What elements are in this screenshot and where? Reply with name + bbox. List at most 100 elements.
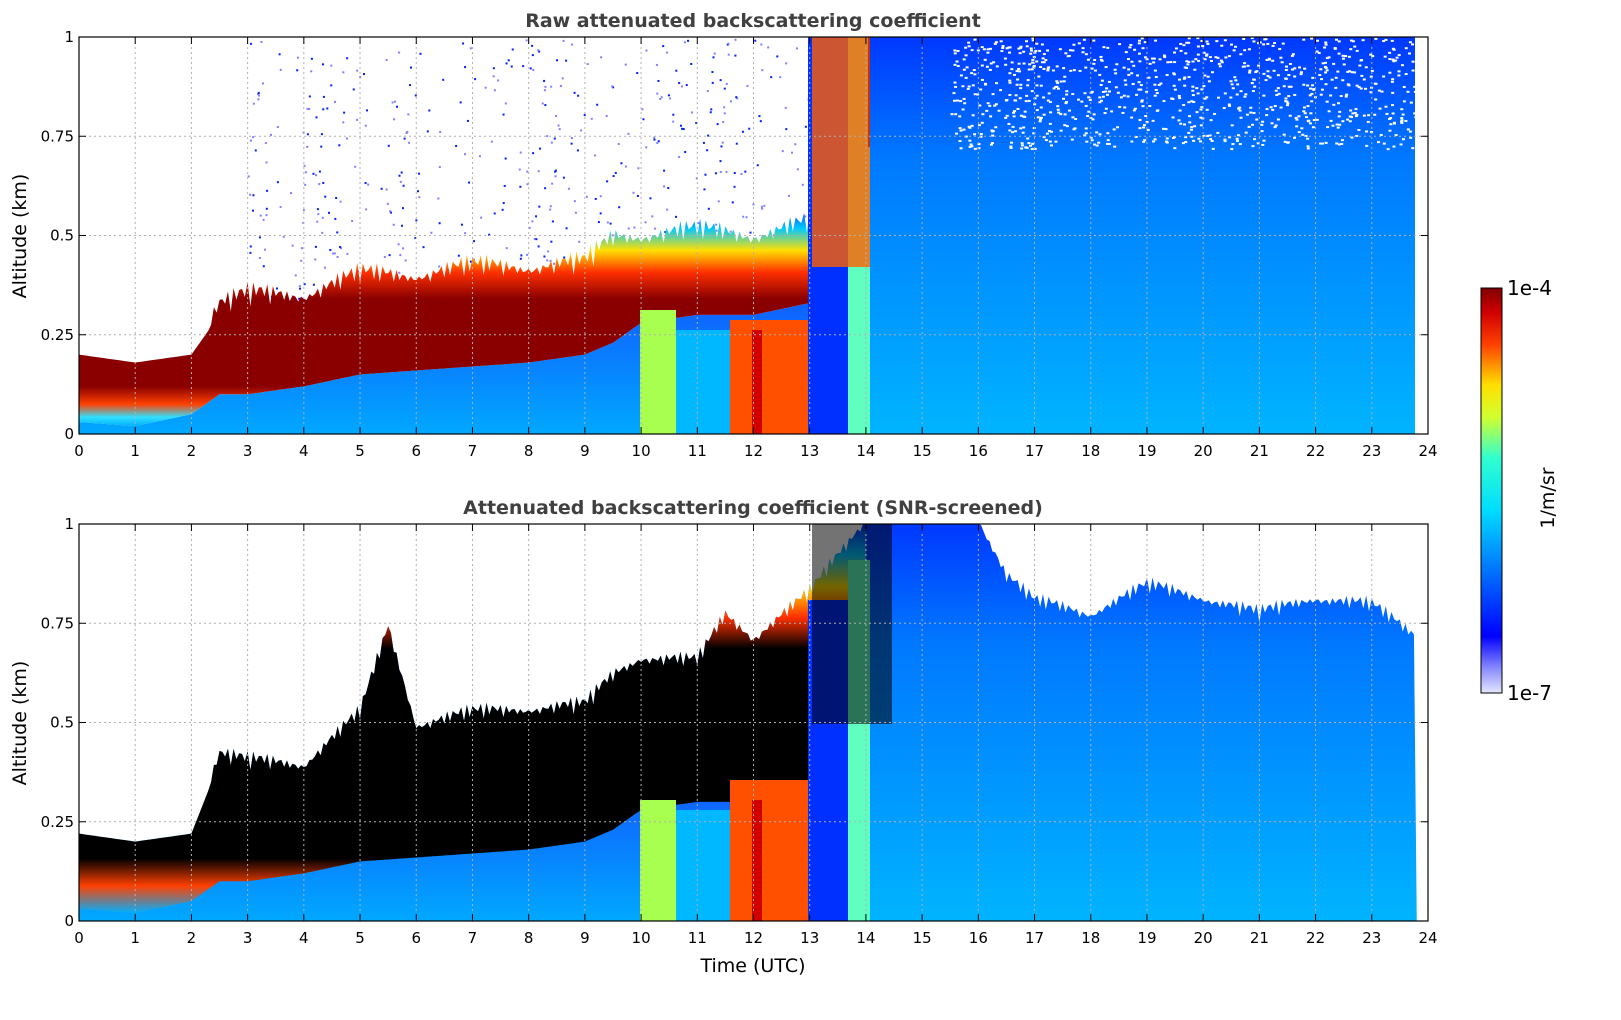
noise-pixel (1030, 148, 1034, 151)
x-tick-label: 23 (1362, 442, 1381, 460)
noise-pixel (697, 222, 700, 225)
noise-pixel (967, 85, 971, 88)
noise-pixel (414, 236, 417, 239)
noise-pixel (955, 132, 959, 135)
noise-pixel (1235, 139, 1239, 142)
noise-pixel (1150, 57, 1154, 60)
noise-pixel (505, 62, 508, 65)
noise-pixel (1224, 56, 1228, 59)
noise-pixel (1276, 87, 1280, 90)
noise-pixel (1382, 75, 1386, 78)
noise-pixel (1389, 123, 1393, 126)
noise-pixel (1391, 78, 1395, 81)
noise-pixel (1229, 80, 1233, 83)
noise-pixel (1046, 69, 1050, 72)
noise-pixel (1231, 87, 1235, 90)
noise-pixel (1145, 90, 1149, 93)
noise-pixel (1362, 78, 1366, 81)
noise-pixel (1303, 106, 1307, 109)
noise-pixel (1161, 127, 1165, 130)
x-tick-label: 21 (1250, 442, 1269, 460)
noise-pixel (1334, 86, 1338, 89)
noise-pixel (1072, 69, 1076, 72)
noise-pixel (994, 41, 998, 44)
x-tick-label: 14 (856, 929, 875, 947)
noise-pixel (1099, 55, 1103, 58)
noise-pixel (415, 219, 418, 222)
noise-pixel (1242, 65, 1246, 68)
x-tick-label: 11 (688, 442, 707, 460)
noise-pixel (502, 202, 505, 205)
y-tick-label: 0.25 (41, 326, 74, 344)
noise-pixel (1035, 94, 1039, 97)
noise-pixel (1397, 74, 1401, 77)
noise-pixel (1364, 66, 1368, 69)
noise-pixel (779, 76, 782, 79)
noise-pixel (1135, 93, 1139, 96)
noise-pixel (252, 102, 255, 105)
noise-pixel (1188, 121, 1192, 124)
noise-pixel (1388, 117, 1392, 120)
noise-pixel (1142, 126, 1146, 129)
noise-pixel (1216, 96, 1220, 99)
noise-pixel (759, 120, 762, 123)
x-axis-ticks: 0 1 2 3 4 5 6 7 8 9 10 11 12 13 14 15 16 17 18 19 20 21 22 23 24 (74, 37, 1438, 460)
noise-pixel (742, 215, 745, 218)
noise-pixel (1173, 88, 1177, 91)
noise-pixel (1348, 120, 1352, 123)
noise-pixel (1306, 105, 1310, 108)
noise-pixel (577, 94, 580, 97)
aerosol-layer (79, 206, 866, 427)
noise-pixel (1250, 37, 1254, 40)
noise-pixel (1065, 93, 1069, 96)
noise-pixel (418, 172, 421, 175)
noise-pixel (1033, 103, 1037, 106)
noise-pixel (1406, 128, 1410, 131)
noise-pixel (310, 70, 313, 73)
noise-pixel (999, 40, 1003, 43)
noise-pixel (733, 185, 736, 188)
noise-pixel (1383, 55, 1387, 58)
noise-pixel (1013, 99, 1017, 102)
noise-pixel (659, 97, 662, 100)
x-tick-label: 8 (524, 929, 534, 947)
noise-pixel (324, 195, 327, 198)
noise-pixel (991, 134, 995, 137)
noise-pixel (298, 285, 301, 288)
noise-pixel (501, 208, 504, 211)
noise-pixel (1011, 125, 1015, 128)
noise-pixel (1171, 137, 1175, 140)
noise-pixel (507, 59, 510, 62)
noise-pixel (1357, 86, 1361, 89)
noise-pixel (1154, 39, 1158, 42)
noise-pixel (685, 84, 688, 87)
noise-pixel (585, 195, 588, 198)
noise-pixel (1266, 42, 1270, 45)
noise-pixel (1027, 68, 1031, 71)
noise-pixel (967, 125, 971, 128)
noise-pixel (466, 119, 469, 122)
noise-pixel (1413, 112, 1417, 115)
noise-pixel (1233, 76, 1237, 79)
noise-pixel (544, 187, 547, 190)
noise-pixel (399, 180, 402, 183)
noise-pixel (1306, 120, 1310, 123)
noise-pixel (656, 142, 659, 145)
noise-pixel (1020, 142, 1024, 145)
noise-pixel (1280, 61, 1284, 64)
noise-pixel (257, 91, 260, 94)
noise-pixel (1239, 53, 1243, 56)
noise-pixel (1022, 126, 1026, 129)
noise-pixel (991, 93, 995, 96)
noise-pixel (1178, 109, 1182, 112)
noise-pixel (1201, 45, 1205, 48)
noise-pixel (735, 142, 738, 145)
noise-pixel (758, 115, 761, 118)
noise-pixel (1202, 51, 1206, 54)
noise-pixel (1320, 78, 1324, 81)
noise-pixel (1164, 128, 1168, 131)
noise-pixel (1147, 76, 1151, 79)
noise-pixel (1017, 67, 1021, 70)
noise-pixel (570, 137, 573, 140)
noise-pixel (1324, 43, 1328, 46)
